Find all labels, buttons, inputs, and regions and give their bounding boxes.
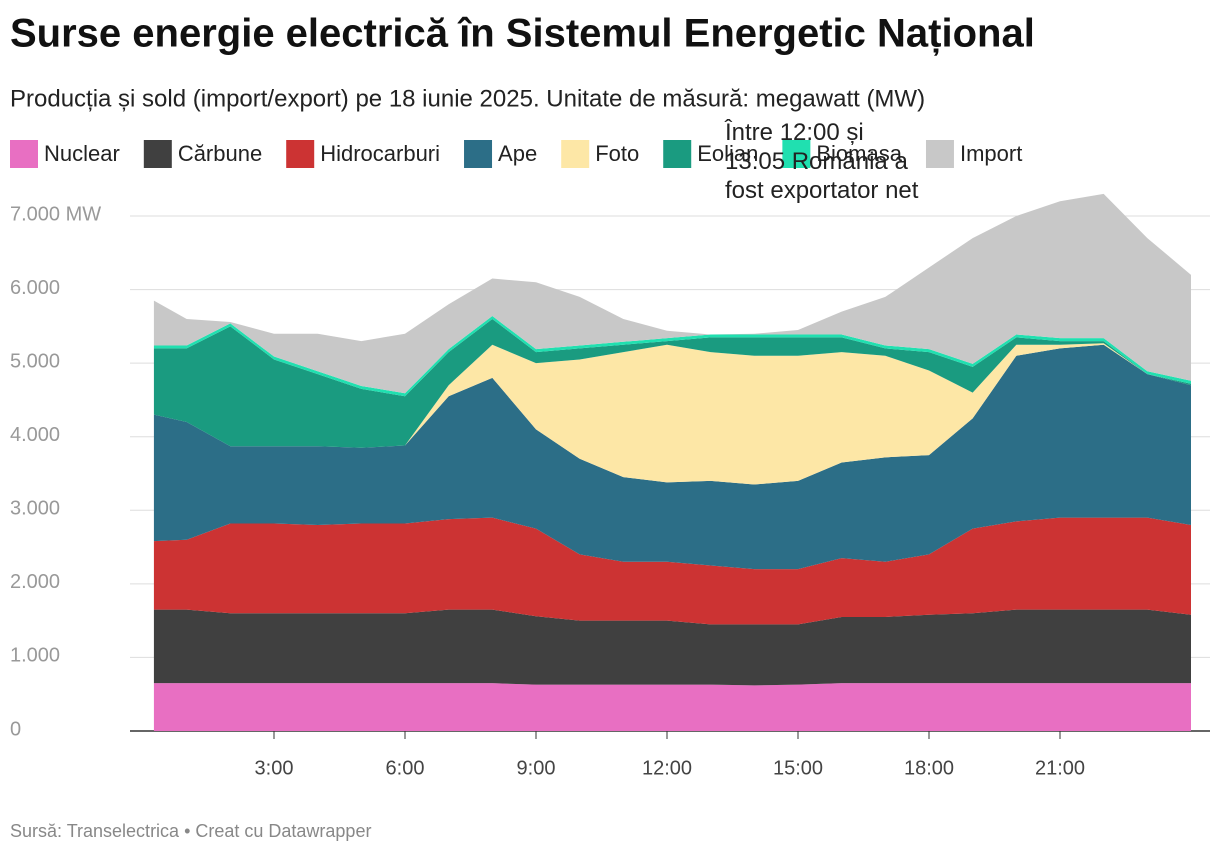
x-tick-label: 6:00: [386, 757, 425, 779]
areas: [153, 193, 1192, 731]
legend-label: Hidrocarburi: [320, 141, 440, 166]
legend-swatch: [663, 140, 692, 168]
legend-swatch: [464, 140, 493, 168]
chart-title: Surse energie electrică în Sistemul Ener…: [10, 12, 1035, 56]
area: [153, 343, 1192, 485]
area: [153, 517, 1192, 625]
area: [153, 344, 1192, 570]
legend-swatch: [143, 140, 172, 168]
legend-label: Foto: [595, 141, 639, 166]
x-tick-label: 18:00: [904, 757, 954, 779]
x-tick-label: 3:00: [255, 757, 294, 779]
x-tick-label: 9:00: [517, 757, 556, 779]
source: Sursă: Transelectrica • Creat cu Datawra…: [10, 821, 371, 841]
legend-label: Eolian: [697, 141, 758, 166]
x-tick-label: 15:00: [773, 757, 823, 779]
y-tick-label: 1.000: [10, 645, 60, 667]
area: [153, 193, 1192, 394]
annotation: Între 12:00 și 13:05 România a fost expo…: [725, 119, 919, 204]
legend-swatch: [925, 140, 954, 168]
legend-swatch: [286, 140, 315, 168]
y-tick-label: 5.000: [10, 350, 60, 372]
y-tick-label: 2.000: [10, 571, 60, 593]
legend-label: Import: [960, 141, 1022, 166]
legend-swatch: [782, 140, 811, 168]
legend-swatch: [561, 140, 590, 168]
legend-swatch: [10, 140, 38, 168]
area: [153, 609, 1192, 686]
area: [153, 683, 1192, 731]
legend-label: Nuclear: [44, 141, 120, 166]
y-tick-label: 4.000: [10, 424, 60, 446]
legend-label: Cărbune: [178, 141, 262, 166]
y-tick-label: 7.000 MW: [10, 203, 101, 225]
chart-subtitle: Producția și sold (import/export) pe 18 …: [10, 85, 925, 112]
legend-label: Ape: [498, 141, 537, 166]
y-tick-label: 0: [10, 718, 21, 740]
x-tick-label: 12:00: [642, 757, 692, 779]
y-tick-label: 3.000: [10, 498, 60, 520]
y-tick-label: 6.000: [10, 277, 60, 299]
area: [153, 319, 1192, 448]
x-tick-label: 21:00: [1035, 757, 1085, 779]
legend-label: Biomasa: [816, 141, 902, 166]
